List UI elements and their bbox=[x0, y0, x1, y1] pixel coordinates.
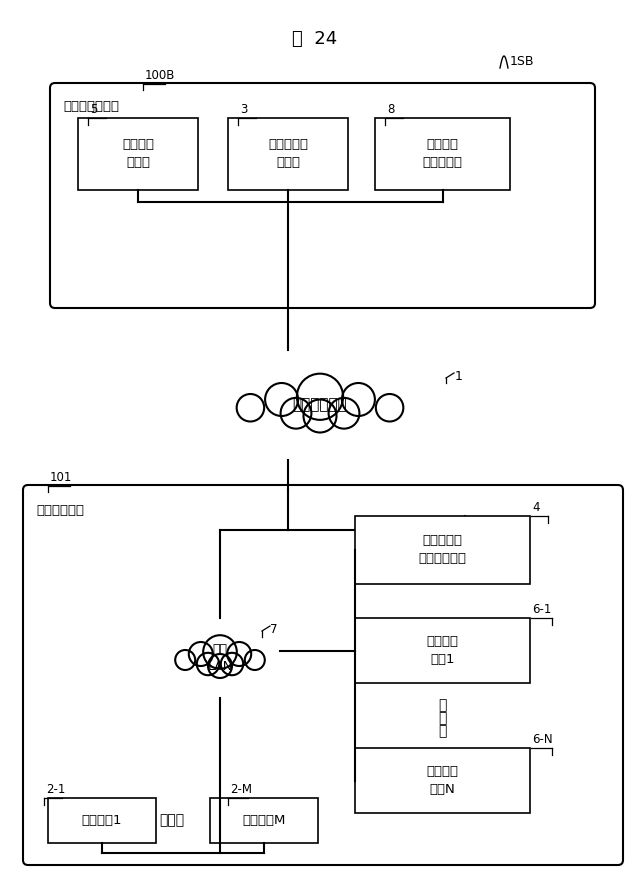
Text: ネットワーク: ネットワーク bbox=[292, 398, 348, 412]
Text: データ収集
ゲートウェイ: データ収集 ゲートウェイ bbox=[419, 534, 467, 566]
FancyBboxPatch shape bbox=[375, 118, 510, 190]
Text: 3: 3 bbox=[240, 103, 248, 116]
Text: データ管理
サーバ: データ管理 サーバ bbox=[268, 138, 308, 169]
Text: 業務分析
サーバ: 業務分析 サーバ bbox=[122, 138, 154, 169]
Text: 1: 1 bbox=[455, 370, 463, 383]
Text: 101: 101 bbox=[50, 471, 72, 484]
Circle shape bbox=[221, 653, 243, 675]
Circle shape bbox=[280, 398, 312, 429]
Circle shape bbox=[189, 642, 212, 666]
Circle shape bbox=[303, 400, 337, 433]
FancyBboxPatch shape bbox=[48, 798, 156, 843]
FancyBboxPatch shape bbox=[78, 118, 198, 190]
Circle shape bbox=[197, 653, 219, 675]
Text: サービス
機器N: サービス 機器N bbox=[426, 765, 458, 796]
Text: 100B: 100B bbox=[145, 69, 175, 82]
Text: サービス拠点: サービス拠点 bbox=[36, 504, 84, 517]
Text: 2-M: 2-M bbox=[230, 783, 252, 796]
Text: 7: 7 bbox=[270, 623, 278, 636]
Text: サービス
機器1: サービス 機器1 bbox=[426, 635, 458, 666]
Circle shape bbox=[297, 374, 343, 420]
Circle shape bbox=[175, 650, 195, 670]
Circle shape bbox=[237, 394, 264, 422]
Circle shape bbox=[227, 642, 252, 666]
FancyBboxPatch shape bbox=[23, 485, 623, 865]
FancyBboxPatch shape bbox=[355, 748, 530, 813]
Text: 6-1: 6-1 bbox=[532, 603, 552, 616]
Text: ロボットM: ロボットM bbox=[243, 814, 285, 827]
Text: ・
・
・: ・ ・ ・ bbox=[438, 698, 447, 738]
Text: 構内
LAN: 構内 LAN bbox=[207, 643, 232, 673]
Text: 2-1: 2-1 bbox=[46, 783, 65, 796]
Circle shape bbox=[328, 398, 360, 429]
Text: 4: 4 bbox=[532, 501, 540, 514]
Circle shape bbox=[342, 383, 375, 416]
Text: 6-N: 6-N bbox=[532, 733, 552, 746]
Circle shape bbox=[265, 383, 298, 416]
Text: メディア
処理サーバ: メディア 処理サーバ bbox=[422, 138, 463, 169]
FancyBboxPatch shape bbox=[355, 516, 530, 584]
FancyBboxPatch shape bbox=[210, 798, 318, 843]
Text: 1SB: 1SB bbox=[510, 55, 534, 68]
Text: 図  24: 図 24 bbox=[292, 30, 338, 48]
Circle shape bbox=[204, 635, 237, 669]
Text: ロボット1: ロボット1 bbox=[82, 814, 122, 827]
Text: 8: 8 bbox=[387, 103, 394, 116]
Text: ・・・: ・・・ bbox=[159, 814, 184, 828]
FancyBboxPatch shape bbox=[355, 618, 530, 683]
Circle shape bbox=[208, 654, 232, 678]
Circle shape bbox=[245, 650, 265, 670]
FancyBboxPatch shape bbox=[50, 83, 595, 308]
Circle shape bbox=[376, 394, 403, 422]
FancyBboxPatch shape bbox=[228, 118, 348, 190]
Text: 運用管理センタ: 運用管理センタ bbox=[63, 100, 119, 113]
Text: 5: 5 bbox=[90, 103, 97, 116]
